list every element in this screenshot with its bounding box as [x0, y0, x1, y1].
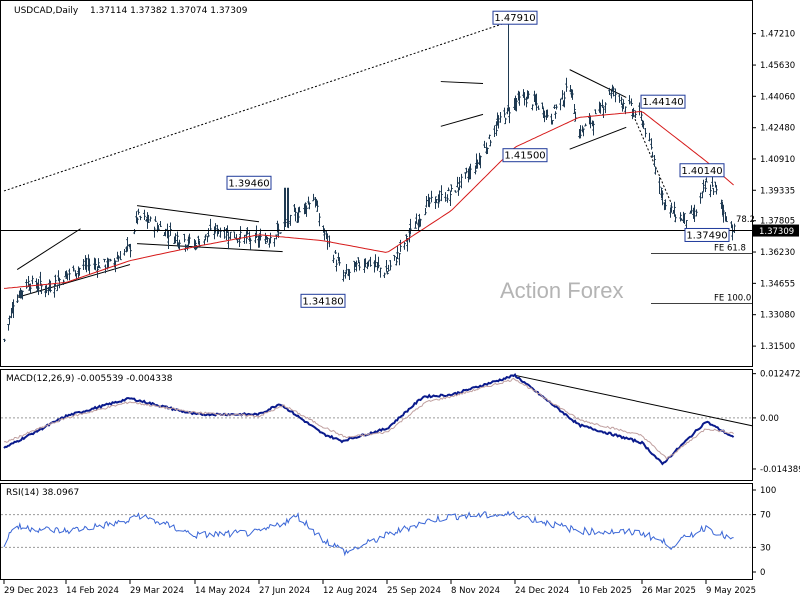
- channel-upper-line: [16, 228, 81, 270]
- level-label-text: 1.37490: [686, 230, 727, 241]
- moving-average-line: [3, 110, 734, 289]
- level-label-box: [679, 163, 725, 178]
- x-axis-tick-label: 25 Sep 2024: [387, 586, 441, 596]
- x-axis-tick-label: 27 Jun 2024: [259, 586, 310, 596]
- price-axis-tick-label: 1.37805: [760, 217, 795, 227]
- price-panel-frame: [0, 0, 753, 367]
- ohlc-header: 1.37114 1.37382 1.37074 1.37309: [90, 6, 248, 16]
- macd-axis-tick-label: 0.00: [760, 414, 779, 424]
- last-price-box: [753, 224, 799, 237]
- macd-axis-tick-label: -0.014389: [760, 465, 800, 475]
- triangle-upper-line: [136, 205, 260, 223]
- triangle-lower-line: [137, 243, 283, 253]
- symbol-header: USDCAD,Daily: [14, 6, 79, 16]
- macd-signal-line: [3, 377, 734, 461]
- x-axis-tick-label: 24 Dec 2024: [515, 586, 569, 596]
- flag-upper-line: [440, 81, 484, 85]
- long-trend-line: [3, 19, 516, 192]
- price-axis-tick-label: 1.33080: [760, 311, 795, 321]
- x-axis-tick-label: 10 Feb 2025: [579, 586, 632, 596]
- rsi-axis-tick-label: 70: [760, 511, 771, 521]
- rsi-axis-tick-label: 0: [760, 568, 765, 578]
- fib-partial-label: 78.2: [736, 215, 755, 225]
- level-label-text: 1.39460: [228, 178, 269, 189]
- x-axis-tick-label: 8 Nov 2024: [451, 586, 500, 596]
- channel-lower-line: [17, 264, 131, 298]
- price-axis-tick-label: 1.40910: [760, 155, 795, 165]
- level-label-text: 1.34180: [302, 296, 343, 307]
- level-label-text: 1.40140: [681, 166, 722, 177]
- rsi-axis-tick-label: 100: [760, 486, 776, 496]
- level-label-box: [684, 227, 730, 242]
- price-axis-tick-label: 1.36230: [760, 248, 795, 258]
- x-axis-tick-label: 12 Aug 2024: [323, 586, 377, 596]
- price-axis-tick-label: 1.44060: [760, 92, 795, 102]
- watermark: Action Forex: [500, 278, 624, 303]
- price-axis-tick-label: 1.39335: [760, 186, 795, 196]
- macd-axis-tick-label: 0.012472: [760, 370, 800, 380]
- level-label-box: [492, 10, 538, 25]
- rsi-title: RSI(14) 38.0967: [6, 488, 79, 498]
- macd-trend-line: [514, 374, 753, 427]
- x-axis-tick-label: 26 Mar 2025: [642, 586, 696, 596]
- macd-panel: 0.012472 0.00 -0.014389: [1, 370, 800, 475]
- price-axis-tick-label: 1.45630: [760, 61, 795, 71]
- wedge-upper-line: [569, 69, 627, 98]
- x-axis-tick-label: 9 May 2025: [706, 586, 756, 596]
- retrace-line: [632, 115, 672, 204]
- price-axis-tick-label: 1.47210: [760, 30, 795, 40]
- x-axis-tick-label: 29 Mar 2024: [130, 586, 184, 596]
- rsi-line: [3, 510, 734, 557]
- level-label-box: [640, 94, 686, 109]
- rsi-axis-tick-label: 30: [760, 543, 771, 553]
- rsi-panel-frame: [0, 483, 753, 580]
- x-axis-tick-label: 14 Feb 2024: [66, 586, 119, 596]
- wedge-lower-line: [569, 126, 627, 150]
- fib-level-label: FE 100.0: [714, 293, 751, 303]
- level-label-box: [300, 293, 346, 308]
- x-axis-tick-label: 29 Dec 2023: [4, 586, 58, 596]
- price-axis-tick-label: 1.42480: [760, 124, 795, 134]
- level-label-text: 1.47910: [494, 13, 535, 24]
- last-price-label: 1.37309: [759, 227, 794, 237]
- macd-panel-frame: [0, 369, 753, 481]
- level-label-box: [226, 175, 272, 190]
- macd-line: [3, 373, 735, 466]
- x-axis-tick-label: 14 May 2024: [195, 586, 250, 596]
- price-axis-tick-label: 1.31500: [760, 342, 795, 352]
- macd-title: MACD(12,26,9) -0.005539 -0.004338: [6, 374, 173, 384]
- level-label-text: 1.44140: [642, 97, 683, 108]
- level-label-box: [502, 148, 548, 163]
- fib-level-label: FE 61.8: [714, 244, 746, 254]
- flag-lower-line: [440, 113, 484, 127]
- price-panel: 1.47210 1.45630 1.44060 1.42480 1.40910 1.393…: [1, 10, 799, 352]
- x-axis: 29 Dec 2023 14 Feb 2024 29 Mar 2024 14 May …: [3, 580, 756, 596]
- level-label-text: 1.41500: [504, 151, 545, 162]
- rsi-panel: 100 70 30 0: [1, 486, 776, 578]
- price-axis-tick-label: 1.34655: [760, 279, 795, 289]
